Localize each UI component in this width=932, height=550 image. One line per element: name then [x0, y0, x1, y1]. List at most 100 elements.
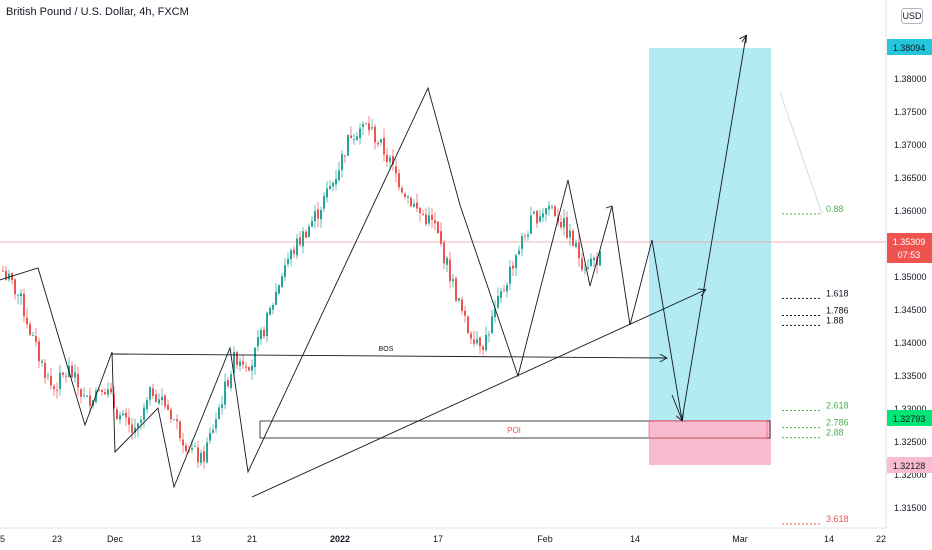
candle-body [176, 419, 178, 422]
candle-body [50, 375, 52, 386]
time-tick-label: Feb [537, 534, 553, 544]
candle-body [206, 442, 208, 463]
candle-body [521, 236, 523, 249]
candle-body [320, 210, 322, 220]
candle-body [20, 293, 22, 297]
candle-body [143, 407, 145, 420]
time-tick-label: 21 [247, 534, 257, 544]
candle-body [455, 278, 457, 301]
candle-body [299, 237, 301, 245]
candle-body [98, 389, 100, 391]
candle-body [533, 211, 535, 214]
candle-body [500, 291, 502, 298]
candle-body [512, 265, 514, 269]
candle-body [536, 210, 538, 224]
candle-body [245, 366, 247, 368]
candle-body [362, 124, 364, 127]
candle-body [398, 173, 400, 188]
candle-body [17, 294, 19, 296]
candle-body [563, 218, 565, 228]
candle-body [161, 396, 163, 401]
price-tick-label: 1.36000 [894, 206, 927, 216]
price-tick-label: 1.31500 [894, 503, 927, 513]
bos-line[interactable] [111, 353, 666, 358]
time-axis[interactable]: 5 23 Dec 13 21 2022 17 Feb 14 Mar 14 22 [0, 534, 886, 544]
candle-body [434, 220, 436, 224]
entry-price-text: 1.32793 [893, 414, 926, 424]
fib-level-label: 2.786 [826, 418, 849, 428]
candle-body [53, 386, 55, 389]
candle-body [560, 221, 562, 228]
price-tick-label: 1.33000 [894, 404, 927, 414]
time-tick-label: 17 [433, 534, 443, 544]
price-axis[interactable]: 1.380001.375001.370001.365001.360001.355… [894, 74, 927, 513]
candle-body [317, 209, 319, 219]
time-tick-label: Mar [732, 534, 748, 544]
candle-body [503, 289, 505, 291]
candle-body [458, 298, 460, 301]
price-tick-label: 1.34500 [894, 305, 927, 315]
long-position-target-zone[interactable] [649, 48, 771, 420]
candle-body [542, 213, 544, 218]
candle-body [389, 157, 391, 162]
price-tick-label: 1.33500 [894, 371, 927, 381]
candle-body [80, 389, 82, 397]
candle-body [185, 445, 187, 451]
wave-projection-path[interactable] [0, 35, 747, 489]
price-tick-label: 1.37000 [894, 140, 927, 150]
candle-body [473, 339, 475, 344]
candle-body [254, 347, 256, 367]
candle-body [110, 388, 112, 393]
candle-body [227, 379, 229, 387]
candle-body [104, 392, 106, 395]
candle-body [239, 361, 241, 366]
candle-body [119, 415, 121, 420]
candle-body [314, 211, 316, 222]
candle-body [539, 216, 541, 222]
candle-body [74, 372, 76, 378]
poi-zone-highlight [648, 420, 768, 439]
candle-body [515, 255, 517, 269]
candle-body [326, 188, 328, 198]
candle-body [41, 361, 43, 363]
candle-body [308, 226, 310, 237]
rising-trendline[interactable] [251, 290, 705, 498]
candle-body [494, 308, 496, 318]
candle-body [359, 128, 361, 139]
candle-body [203, 451, 205, 462]
candle-body [260, 330, 262, 340]
candle-body [410, 197, 412, 207]
candle-body [83, 395, 85, 397]
candle-body [278, 285, 280, 294]
candle-body [5, 270, 7, 280]
candle-body [56, 389, 58, 391]
candle-body [275, 291, 277, 305]
candle-body [323, 196, 325, 209]
time-tick-label: 13 [191, 534, 201, 544]
target-price-text: 1.38094 [893, 43, 926, 53]
candle-body [374, 126, 376, 143]
candle-body [395, 166, 397, 174]
candle-body [152, 388, 154, 396]
candle-body [65, 375, 67, 377]
candle-body [581, 258, 583, 270]
candle-body [344, 155, 346, 157]
candle-body [407, 196, 409, 198]
candle-body [488, 334, 490, 336]
price-tick-label: 1.34000 [894, 338, 927, 348]
candle-body [128, 417, 130, 425]
candle-body [338, 170, 340, 180]
candle-body [425, 214, 427, 225]
poi-zone[interactable] [259, 420, 771, 439]
currency-selector[interactable]: USD [901, 8, 923, 24]
candle-body [71, 365, 73, 378]
fib-level-label: 3.618 [826, 514, 849, 524]
candle-body [572, 230, 574, 246]
candle-body [599, 250, 601, 266]
candle-body [311, 220, 313, 227]
candle-body [200, 452, 202, 464]
fib-level-label: 1.786 [826, 305, 849, 315]
stop-price-label: 1.32128 [887, 457, 932, 473]
current-price-label: 1.35309 07:53 [887, 233, 932, 263]
